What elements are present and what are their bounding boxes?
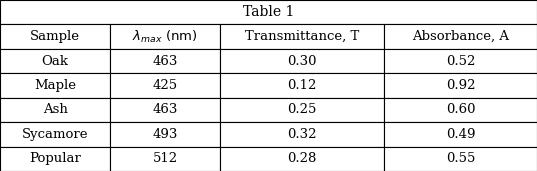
- Bar: [0, 147, 110, 171]
- Text: 0.28: 0.28: [287, 152, 317, 165]
- Text: Oak: Oak: [41, 55, 69, 68]
- Text: Absorbance, A: Absorbance, A: [412, 30, 509, 43]
- Text: Maple: Maple: [34, 79, 76, 92]
- Text: Popular: Popular: [29, 152, 81, 165]
- Bar: [384, 147, 537, 171]
- Text: 493: 493: [153, 128, 178, 141]
- Text: 0.52: 0.52: [446, 55, 475, 68]
- Bar: [220, 98, 384, 122]
- Bar: [384, 49, 537, 73]
- Text: Table 1: Table 1: [243, 5, 294, 19]
- Bar: [110, 24, 220, 49]
- Bar: [110, 49, 220, 73]
- Bar: [220, 49, 384, 73]
- Text: 0.25: 0.25: [287, 103, 317, 116]
- Text: Transmittance, T: Transmittance, T: [245, 30, 359, 43]
- Text: 425: 425: [153, 79, 178, 92]
- Bar: [220, 147, 384, 171]
- Text: Ash: Ash: [42, 103, 68, 116]
- Bar: [384, 73, 537, 98]
- Bar: [110, 122, 220, 147]
- Text: 0.49: 0.49: [446, 128, 475, 141]
- Bar: [110, 98, 220, 122]
- Text: Sycamore: Sycamore: [22, 128, 88, 141]
- Bar: [384, 98, 537, 122]
- Bar: [0, 24, 110, 49]
- Bar: [0, 98, 110, 122]
- Text: 512: 512: [153, 152, 178, 165]
- Bar: [0, 49, 110, 73]
- Text: 0.60: 0.60: [446, 103, 475, 116]
- Text: 463: 463: [153, 55, 178, 68]
- Text: 0.92: 0.92: [446, 79, 475, 92]
- Text: 0.12: 0.12: [287, 79, 317, 92]
- Text: 463: 463: [153, 103, 178, 116]
- Bar: [0, 73, 110, 98]
- Text: 0.55: 0.55: [446, 152, 475, 165]
- Bar: [110, 147, 220, 171]
- Bar: [110, 73, 220, 98]
- Bar: [220, 73, 384, 98]
- Bar: [384, 24, 537, 49]
- Text: Sample: Sample: [30, 30, 80, 43]
- Text: $\lambda_{max}$ (nm): $\lambda_{max}$ (nm): [132, 29, 198, 45]
- Bar: [220, 122, 384, 147]
- Text: 0.32: 0.32: [287, 128, 317, 141]
- Text: 0.30: 0.30: [287, 55, 317, 68]
- Bar: [220, 24, 384, 49]
- Bar: [0, 122, 110, 147]
- Bar: [384, 122, 537, 147]
- Bar: [0, 0, 537, 24]
